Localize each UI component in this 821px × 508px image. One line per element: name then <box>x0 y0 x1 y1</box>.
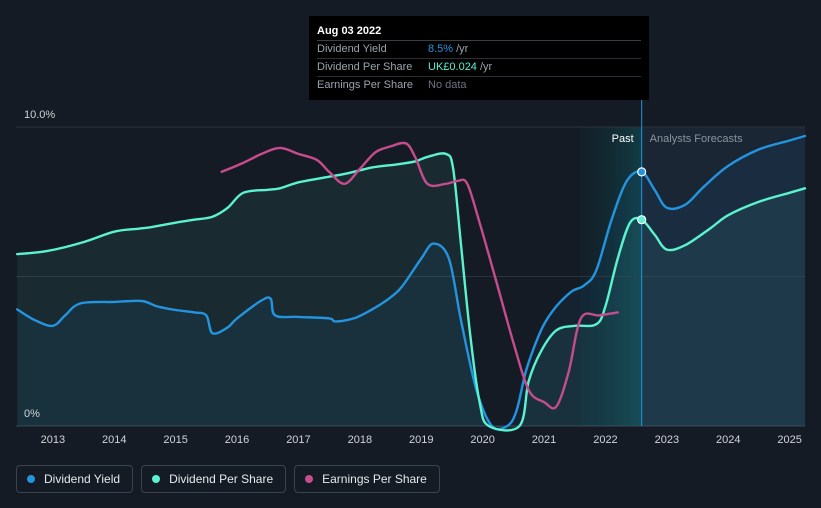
tooltip-label: Earnings Per Share <box>317 79 413 91</box>
x-tick-label: 2013 <box>41 434 65 446</box>
x-tick-label: 2021 <box>532 434 556 446</box>
tooltip-value: No data <box>428 79 467 91</box>
dividend-yield-marker[interactable] <box>637 167 647 177</box>
earnings-per-share-line <box>220 141 619 410</box>
legend-item-earnings-per-share[interactable]: Earnings Per Share <box>294 465 440 493</box>
dividend-per-share-line <box>16 152 807 432</box>
tooltip-row-earnings-per-share: Earnings Per Share No data <box>317 77 641 94</box>
tooltip-unit: /yr <box>456 43 469 55</box>
tooltip-label: Dividend Per Share <box>317 61 413 73</box>
x-tick-label: 2017 <box>286 434 310 446</box>
x-tick-label: 2023 <box>655 434 679 446</box>
legend-label: Earnings Per Share <box>322 472 427 486</box>
legend-label: Dividend Yield <box>44 472 121 486</box>
x-tick-label: 2018 <box>348 434 372 446</box>
y-tick-label-bottom: 0% <box>24 408 40 420</box>
x-tick-label: 2014 <box>102 434 126 446</box>
tooltip-value: 8.5% <box>428 43 454 55</box>
legend-dot-icon <box>305 475 314 483</box>
x-tick-label: 2019 <box>409 434 433 446</box>
x-tick-label: 2020 <box>470 434 494 446</box>
x-tick-label: 2022 <box>593 434 617 446</box>
tooltip-label: Dividend Yield <box>317 43 387 55</box>
tooltip-unit: /yr <box>479 61 493 73</box>
chart-legend: Dividend Yield Dividend Per Share Earnin… <box>16 465 440 493</box>
tooltip-row-dividend-yield: Dividend Yield 8.5% /yr <box>317 41 641 59</box>
past-label: Past <box>612 133 634 145</box>
dividend-per-share-marker[interactable] <box>637 215 647 225</box>
x-tick-label: 2015 <box>163 434 187 446</box>
legend-item-dividend-per-share[interactable]: Dividend Per Share <box>141 465 287 493</box>
x-tick-label: 2025 <box>777 434 801 446</box>
tooltip-value: UK£0.024 <box>428 61 477 73</box>
x-tick-label: 2016 <box>225 434 249 446</box>
dividend-yield-area <box>17 136 805 430</box>
hover-tooltip: Aug 03 2022 Dividend Yield 8.5% /yr Divi… <box>309 16 649 100</box>
legend-item-dividend-yield[interactable]: Dividend Yield <box>16 465 134 493</box>
x-axis-ticks: 2013 2014 2015 2016 2017 2018 2019 2020 2021 2022… <box>41 434 802 446</box>
series-markers <box>637 167 647 225</box>
dividend-per-share-area <box>17 153 805 431</box>
forecast-label: Analysts Forecasts <box>650 133 743 145</box>
legend-dot-icon <box>152 475 161 483</box>
tooltip-date: Aug 03 2022 <box>317 22 641 41</box>
legend-dot-icon <box>27 475 35 483</box>
tooltip-row-dividend-per-share: Dividend Per Share UK£0.024 /yr <box>317 59 641 77</box>
series-areas <box>17 136 805 431</box>
x-tick-label: 2024 <box>716 434 740 446</box>
legend-label: Dividend Per Share <box>169 472 274 486</box>
y-tick-label-top: 10.0% <box>24 109 55 121</box>
